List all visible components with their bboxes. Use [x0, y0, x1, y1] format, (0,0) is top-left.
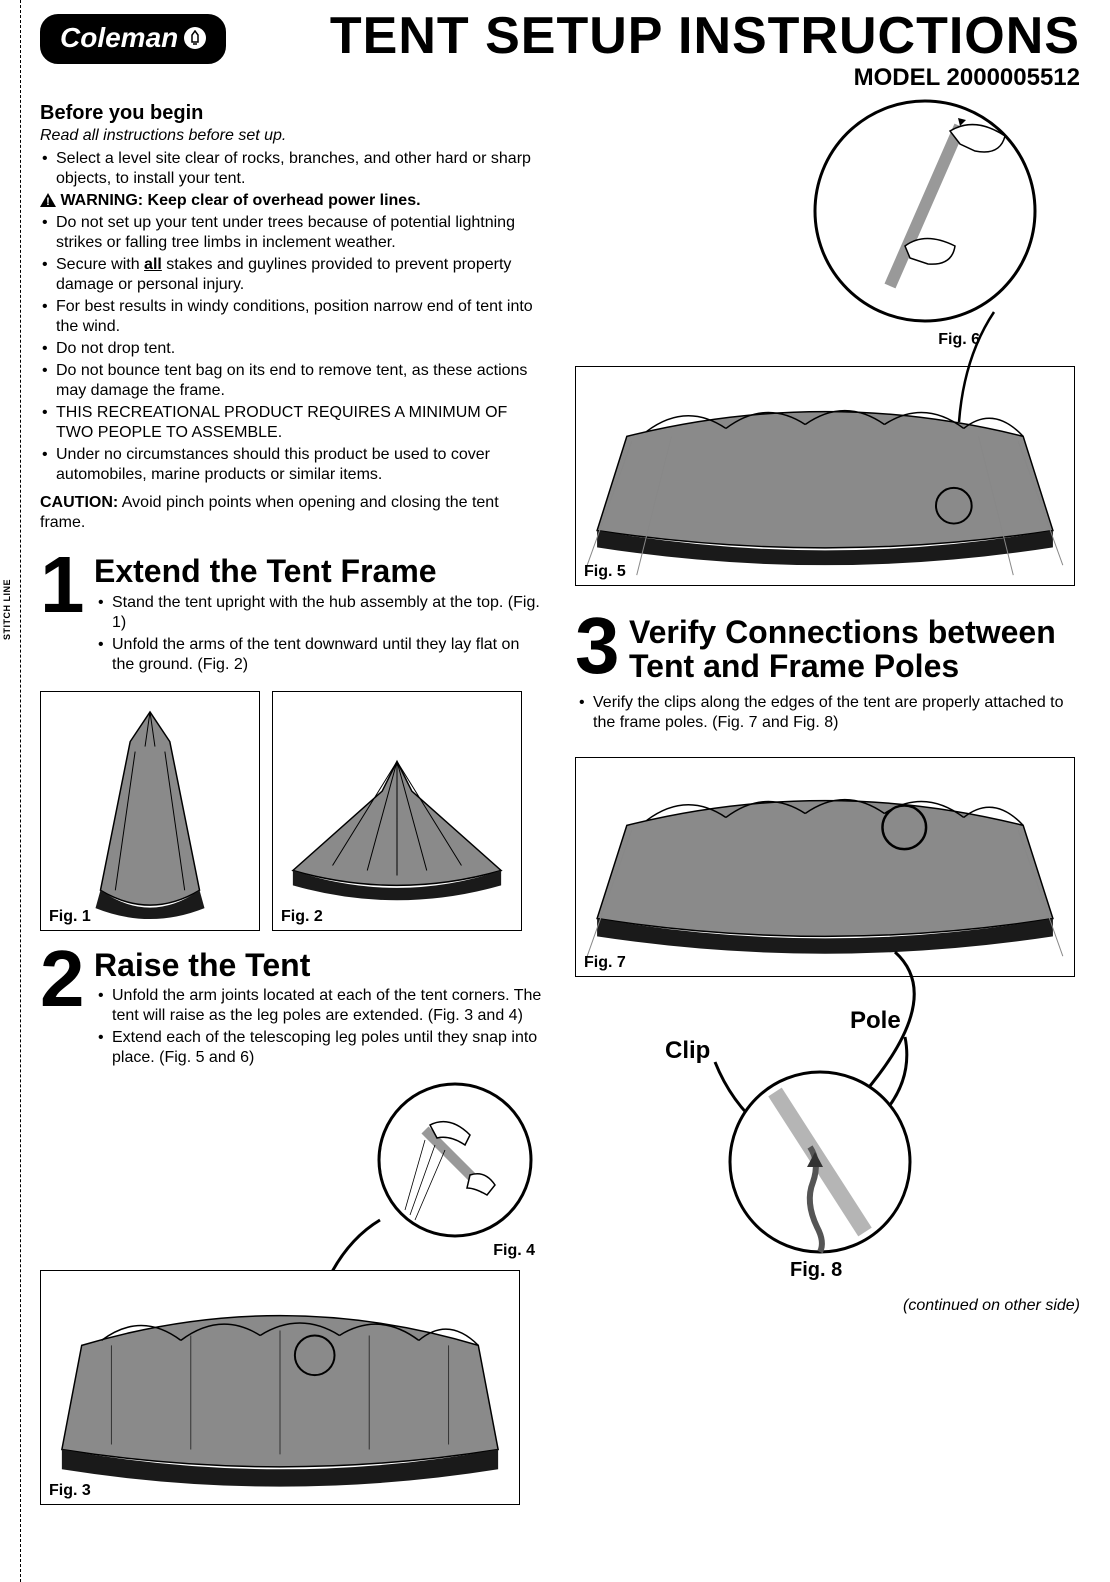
step-list: Stand the tent upright with the hub asse…: [94, 593, 545, 675]
brand-text: Coleman: [60, 22, 178, 54]
step-3: 3 Verify Connections between Tent and Fr…: [575, 616, 1080, 733]
before-list: Select a level site clear of rocks, bran…: [40, 149, 545, 485]
step-item: Verify the clips along the edges of the …: [575, 693, 1080, 733]
logo: Coleman: [40, 14, 226, 64]
fig-3-4-area: Fig. 4 Fig. 3: [40, 1080, 545, 1510]
warning-icon: !: [40, 193, 56, 207]
before-intro: Read all instructions before set up.: [40, 127, 545, 145]
step-item: Stand the tent upright with the hub asse…: [94, 593, 545, 633]
figure-7: Fig. 7: [575, 757, 1075, 977]
caution-line: CAUTION: Avoid pinch points when opening…: [40, 493, 545, 533]
left-column: Before you begin Read all instructions b…: [40, 96, 545, 1510]
fig-label: Fig. 1: [49, 908, 91, 926]
before-item: Do not set up your tent under trees beca…: [40, 213, 545, 253]
logo-box: Coleman: [40, 14, 226, 64]
before-item: Do not drop tent.: [40, 339, 545, 359]
continued-note: (continued on other side): [575, 1297, 1080, 1315]
page-title: TENT SETUP INSTRUCTIONS: [256, 10, 1080, 62]
before-item: THIS RECREATIONAL PRODUCT REQUIRES A MIN…: [40, 403, 545, 443]
figure-3: Fig. 3: [40, 1270, 520, 1505]
fig-row-1-2: Fig. 1 Fig. 2: [40, 691, 545, 931]
figure-5: Fig. 5: [575, 366, 1075, 586]
step-item: Extend each of the telescoping leg poles…: [94, 1028, 545, 1068]
header: Coleman TENT SETUP INSTRUCTIONS MODEL 20…: [40, 10, 1080, 92]
figure-2: Fig. 2: [272, 691, 522, 931]
caution-label: CAUTION:: [40, 494, 118, 511]
step-2: 2 Raise the Tent Unfold the arm joints l…: [40, 949, 545, 1071]
fig-label: Fig. 8: [790, 1259, 842, 1282]
step-1: 1 Extend the Tent Frame Stand the tent u…: [40, 555, 545, 677]
step-title: Verify Connections between Tent and Fram…: [629, 616, 1080, 683]
callout-arrow: [934, 307, 1014, 427]
step-number: 3: [575, 616, 623, 676]
step-list: Unfold the arm joints located at each of…: [94, 986, 545, 1068]
step-title: Extend the Tent Frame: [94, 555, 545, 589]
before-item: Select a level site clear of rocks, bran…: [40, 149, 545, 189]
step-title: Raise the Tent: [94, 949, 545, 983]
figure-6: [810, 96, 1040, 326]
fig-label: Fig. 7: [584, 954, 626, 972]
figure-8: [725, 1067, 915, 1257]
fig-8-area: Clip Pole: [575, 987, 1080, 1287]
clip-label: Clip: [665, 1037, 710, 1065]
step-item: Unfold the arms of the tent downward unt…: [94, 635, 545, 675]
title-block: TENT SETUP INSTRUCTIONS MODEL 2000005512: [256, 10, 1080, 92]
columns: Before you begin Read all instructions b…: [40, 96, 1080, 1510]
before-item: For best results in windy conditions, po…: [40, 297, 545, 337]
step-list: Verify the clips along the edges of the …: [575, 693, 1080, 733]
fig-label: Fig. 5: [584, 563, 626, 581]
before-heading: Before you begin: [40, 102, 545, 125]
fig-label: Fig. 4: [493, 1242, 535, 1260]
fig-label: Fig. 2: [281, 908, 323, 926]
model-number: MODEL 2000005512: [256, 64, 1080, 92]
before-item: Under no circumstances should this produ…: [40, 445, 545, 485]
svg-text:!: !: [46, 196, 50, 207]
before-item-warning: ! WARNING: Keep clear of overhead power …: [40, 191, 545, 211]
step-item: Unfold the arm joints located at each of…: [94, 986, 545, 1026]
fig-label: Fig. 3: [49, 1482, 91, 1500]
step-number: 1: [40, 555, 88, 615]
before-item: Secure with all stakes and guylines prov…: [40, 255, 545, 295]
right-column: Fig. 6 Fig. 5 3: [575, 96, 1080, 1510]
figure-1: Fig. 1: [40, 691, 260, 931]
before-item: Do not bounce tent bag on its end to rem…: [40, 361, 545, 401]
lantern-icon: [184, 27, 206, 49]
page: Coleman TENT SETUP INSTRUCTIONS MODEL 20…: [0, 0, 1110, 1530]
before-item-text: Secure with all stakes and guylines prov…: [56, 256, 511, 293]
step-number: 2: [40, 949, 88, 1009]
